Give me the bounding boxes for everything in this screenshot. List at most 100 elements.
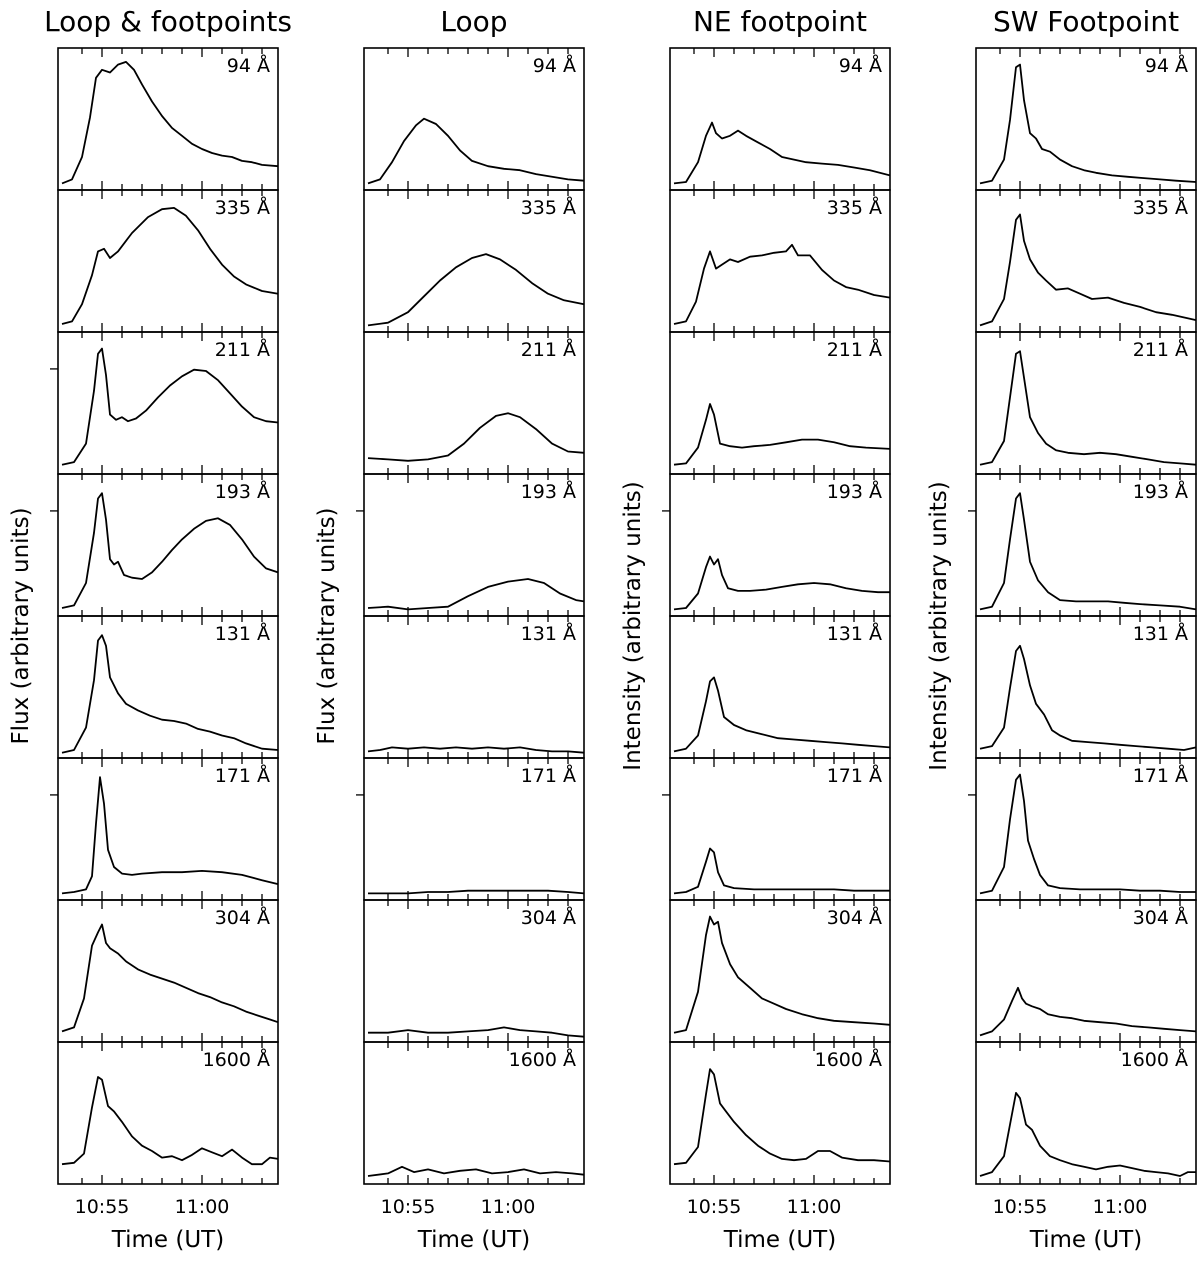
wavelength-label: 335 Å [1133,196,1188,219]
y-axis-label: Intensity (arbitrary units) [926,481,952,770]
subplot: 211 Å [50,331,279,475]
column-title: Loop [440,5,507,38]
light-curve-193 [979,492,1197,611]
subplot: 171 Å [50,757,279,901]
subplot: 171 Å [662,757,891,901]
subplot: 131 Å [57,615,279,759]
panel-column-1: Loop & footpoints Flux (arbitrary units) 9… [8,5,292,1253]
subplot: 1600 Å [363,1041,585,1185]
subplot: 171 Å [968,757,1197,901]
subplot: 1600 Å [669,1041,891,1185]
wavelength-label: 211 Å [1133,338,1188,361]
light-curve-94 [367,117,585,185]
light-curve-94 [979,63,1197,185]
light-curve-335 [979,213,1197,327]
wavelength-label: 304 Å [215,906,270,929]
light-curve-1600 [979,1092,1196,1177]
light-curve-131 [61,634,279,754]
subplot: 1600 Å [57,1041,279,1185]
wavelength-label: 131 Å [1133,622,1188,645]
subplot: 335 Å [975,189,1197,333]
wavelength-label: 171 Å [215,764,270,787]
light-curve-193 [61,492,279,609]
wavelength-label: 131 Å [827,622,882,645]
x-tick-label: 10:55 [993,1196,1048,1218]
column-title: Loop & footpoints [44,5,292,38]
light-curve-171 [368,889,585,895]
light-curve-193 [673,555,890,611]
wavelength-label: 171 Å [1133,764,1188,787]
subplot: 304 Å [975,899,1197,1043]
light-curve-304 [61,923,279,1033]
wavelength-label: 304 Å [827,906,882,929]
subplot: 193 Å [356,473,585,617]
wavelength-label: 335 Å [215,196,270,219]
subplot: 94 Å [363,47,585,191]
wavelength-label: 94 Å [1145,54,1188,77]
light-curve-1600 [61,1076,279,1166]
x-tick-label: 11:00 [481,1196,536,1218]
light-curve-335 [61,207,279,325]
subplot: 193 Å [50,473,279,617]
subplot: 171 Å [356,757,585,901]
light-curve-335 [367,253,585,327]
panel-column-2: Loop Flux (arbitrary units) 94 Å 335 Å 211 Å… [314,5,585,1253]
x-axis-label: Time (UT) [417,1227,530,1253]
x-tick-label: 10:55 [381,1196,436,1218]
wavelength-label: 1600 Å [1121,1048,1188,1071]
y-axis-label: Intensity (arbitrary units) [620,481,646,770]
subplot-frame [363,1041,585,1185]
light-curve-1600 [367,1165,585,1177]
light-curve-335 [673,243,891,325]
subplot: 94 Å [57,47,279,191]
wavelength-label: 1600 Å [509,1048,576,1071]
subplot: 131 Å [669,615,891,759]
light-curve-211 [367,412,585,462]
light-curve-304 [368,1026,585,1038]
light-curve-211 [673,403,891,466]
wavelength-label: 211 Å [827,338,882,361]
wavelength-label: 304 Å [1133,906,1188,929]
subplot: 211 Å [975,331,1197,475]
subplot: 193 Å [662,473,891,617]
wavelength-label: 1600 Å [203,1048,270,1071]
subplot-frame [975,1041,1197,1185]
subplot: 94 Å [975,47,1197,191]
subplot: 94 Å [669,47,891,191]
subplot: 131 Å [363,615,585,759]
light-curve-94 [61,61,279,185]
x-axis-label: Time (UT) [1029,1227,1142,1253]
wavelength-label: 193 Å [215,480,270,503]
light-curve-211 [979,350,1197,466]
wavelength-label: 94 Å [227,54,270,77]
subplot: 211 Å [363,331,585,475]
wavelength-label: 171 Å [827,764,882,787]
x-tick-label: 10:55 [75,1196,130,1218]
x-axis-label: Time (UT) [111,1227,224,1253]
subplot: 304 Å [669,899,891,1043]
light-curve-304 [673,915,891,1034]
x-tick-label: 11:00 [175,1196,230,1218]
light-curve-1600 [673,1068,891,1166]
wavelength-label: 193 Å [1133,480,1188,503]
light-curve-171 [61,776,279,895]
subplot: 304 Å [363,899,585,1043]
wavelength-label: 304 Å [521,906,576,929]
subplot: 211 Å [669,331,891,475]
x-axis-label: Time (UT) [723,1227,836,1253]
wavelength-label: 335 Å [827,196,882,219]
light-curve-94 [673,121,891,185]
x-tick-label: 11:00 [1093,1196,1148,1218]
light-curve-131 [979,644,1197,751]
panel-column-3: NE footpoint Intensity (arbitrary units) 9… [620,5,891,1253]
subplot: 131 Å [975,615,1197,759]
wavelength-label: 94 Å [533,54,576,77]
subplot: 335 Å [363,189,585,333]
column-title: NE footpoint [693,5,867,38]
wavelength-label: 171 Å [521,764,576,787]
wavelength-label: 211 Å [521,338,576,361]
light-curve-211 [61,347,279,466]
wavelength-label: 1600 Å [815,1048,882,1071]
light-curve-171 [673,847,890,895]
